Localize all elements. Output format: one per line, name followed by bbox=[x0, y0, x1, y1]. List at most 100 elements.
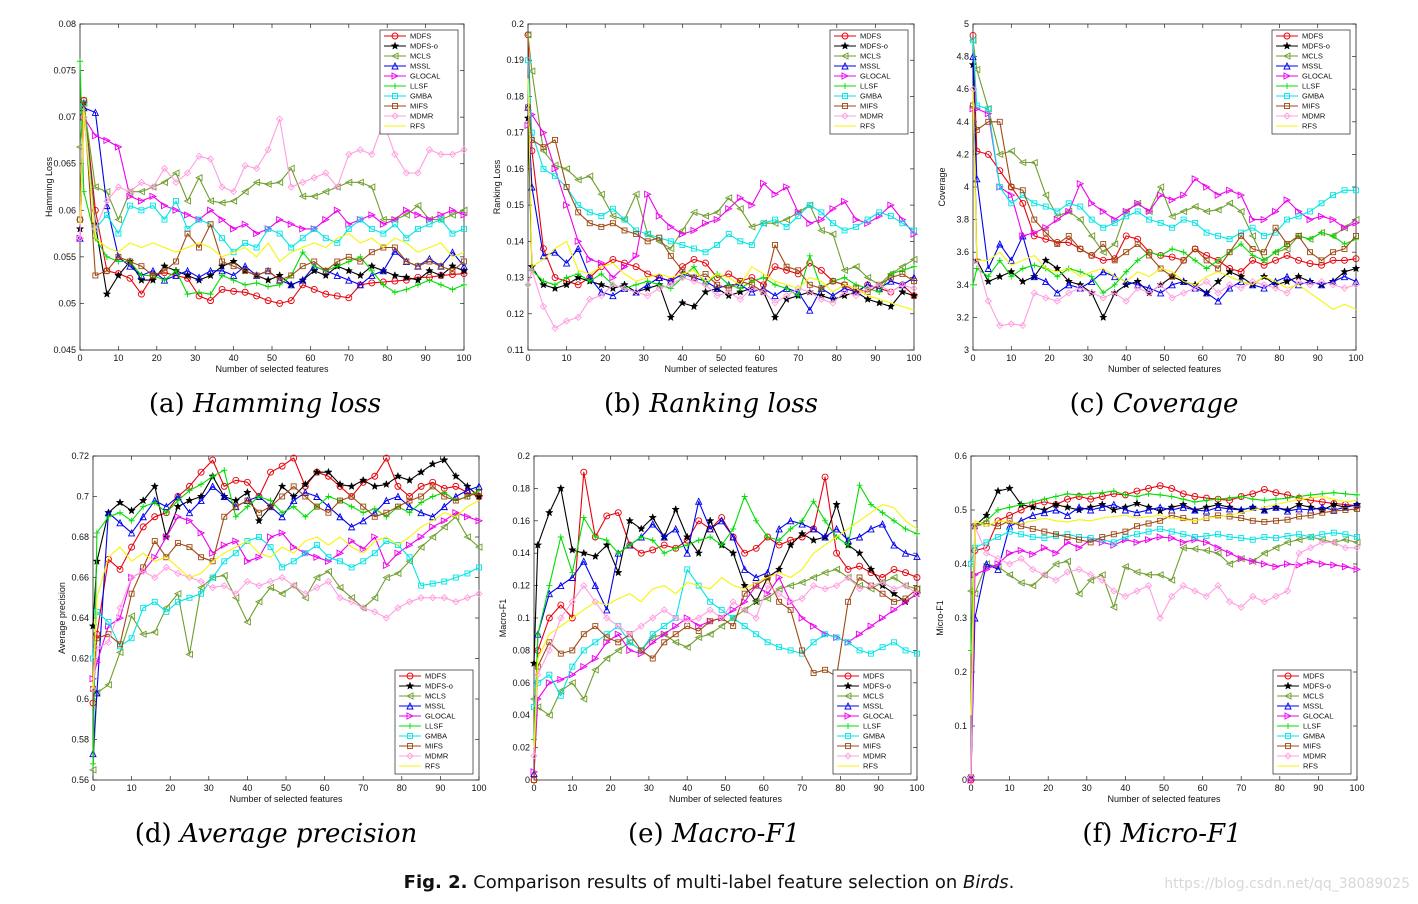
legend-entry: GMBA bbox=[860, 92, 882, 101]
data-point bbox=[1249, 557, 1257, 566]
data-point bbox=[253, 292, 261, 300]
data-point bbox=[890, 565, 898, 573]
data-point bbox=[1051, 560, 1060, 568]
x-tick-label: 10 bbox=[113, 353, 123, 363]
data-point bbox=[649, 631, 656, 638]
panel-caption: (f) Micro-F1 bbox=[1082, 819, 1241, 849]
legend-marker bbox=[842, 103, 848, 109]
y-axis-title: Hamming Loss bbox=[44, 156, 54, 217]
series-mdmr bbox=[89, 563, 483, 693]
series-line-mdmr bbox=[533, 576, 918, 756]
data-point bbox=[1145, 207, 1154, 216]
x-tick-label: 80 bbox=[1274, 353, 1284, 363]
data-point bbox=[1169, 273, 1176, 280]
data-point bbox=[832, 524, 841, 533]
data-point bbox=[809, 524, 818, 533]
data-point bbox=[829, 291, 837, 300]
x-tick-label: 50 bbox=[267, 353, 277, 363]
data-point bbox=[209, 574, 216, 581]
legend-entry: MIFS bbox=[425, 742, 443, 751]
data-point bbox=[763, 581, 772, 590]
x-tick-label: 30 bbox=[639, 353, 649, 363]
data-point bbox=[1146, 216, 1153, 223]
data-point bbox=[195, 215, 204, 224]
data-point bbox=[1214, 503, 1222, 511]
data-point bbox=[275, 178, 284, 187]
data-point bbox=[278, 462, 286, 470]
data-point bbox=[832, 581, 841, 590]
x-tick-label: 90 bbox=[1313, 353, 1323, 363]
data-point bbox=[1086, 505, 1095, 514]
data-point bbox=[568, 598, 576, 606]
legend-entry: LLSF bbox=[1302, 82, 1320, 91]
data-point bbox=[232, 503, 239, 510]
data-point bbox=[209, 583, 217, 592]
data-point bbox=[844, 573, 852, 582]
data-point bbox=[1110, 531, 1117, 538]
legend-marker bbox=[1284, 701, 1292, 710]
data-point bbox=[197, 577, 205, 586]
y-tick-label: 0.66 bbox=[71, 573, 89, 583]
data-point bbox=[1260, 505, 1269, 514]
data-point bbox=[694, 633, 703, 642]
data-point bbox=[644, 270, 652, 278]
data-point bbox=[914, 530, 920, 537]
data-point bbox=[725, 288, 733, 296]
data-point bbox=[290, 581, 298, 590]
data-point bbox=[1225, 281, 1234, 289]
caption-end: . bbox=[1008, 872, 1015, 893]
data-point bbox=[683, 643, 691, 651]
data-point bbox=[1179, 538, 1188, 547]
data-point bbox=[207, 291, 214, 298]
data-point bbox=[879, 509, 886, 516]
data-point bbox=[533, 540, 543, 549]
data-point bbox=[1272, 207, 1280, 216]
data-point bbox=[325, 554, 332, 561]
data-point bbox=[1283, 507, 1292, 515]
data-point bbox=[1353, 544, 1361, 552]
data-point bbox=[1110, 541, 1118, 549]
x-tick-label: 90 bbox=[435, 783, 445, 793]
legend-entry: MIFS bbox=[863, 742, 881, 751]
data-point bbox=[266, 577, 275, 586]
data-point bbox=[1260, 284, 1268, 292]
data-point bbox=[1042, 224, 1050, 232]
data-point bbox=[996, 184, 1003, 190]
legend-entry: RFS bbox=[410, 122, 425, 131]
data-point bbox=[782, 215, 791, 224]
data-point bbox=[1042, 229, 1049, 236]
data-point bbox=[776, 537, 783, 544]
data-point bbox=[253, 164, 261, 173]
data-point bbox=[637, 549, 645, 557]
data-point bbox=[637, 622, 645, 630]
y-tick-label: 3.4 bbox=[956, 280, 969, 290]
data-point bbox=[810, 670, 817, 677]
legend-marker bbox=[842, 93, 848, 99]
data-point bbox=[148, 275, 158, 284]
data-point bbox=[695, 517, 703, 525]
data-point bbox=[1134, 257, 1141, 264]
data-point bbox=[406, 493, 413, 500]
data-point bbox=[418, 582, 425, 589]
data-point bbox=[1008, 273, 1015, 280]
data-point bbox=[568, 679, 576, 687]
data-point bbox=[278, 512, 286, 521]
data-point bbox=[1168, 280, 1176, 289]
data-point bbox=[1005, 571, 1014, 579]
data-point bbox=[1098, 312, 1108, 322]
data-point bbox=[391, 289, 398, 296]
data-point bbox=[1192, 219, 1199, 226]
data-point bbox=[184, 230, 191, 237]
data-point bbox=[290, 543, 298, 551]
data-point bbox=[140, 503, 147, 510]
data-point bbox=[449, 206, 457, 215]
x-tick-label: 90 bbox=[421, 353, 431, 363]
data-point bbox=[336, 512, 344, 521]
legend: MDFSMDFS-oMCLSMSSLGLOCALLLSFGMBAMIFSMDMR… bbox=[1271, 29, 1351, 135]
series-line-gmba bbox=[533, 568, 918, 708]
data-point bbox=[856, 482, 863, 489]
series-rfs bbox=[92, 500, 480, 689]
x-tick-label: 100 bbox=[456, 353, 471, 363]
data-point bbox=[91, 206, 99, 214]
legend-entry: MSSL bbox=[860, 62, 880, 71]
